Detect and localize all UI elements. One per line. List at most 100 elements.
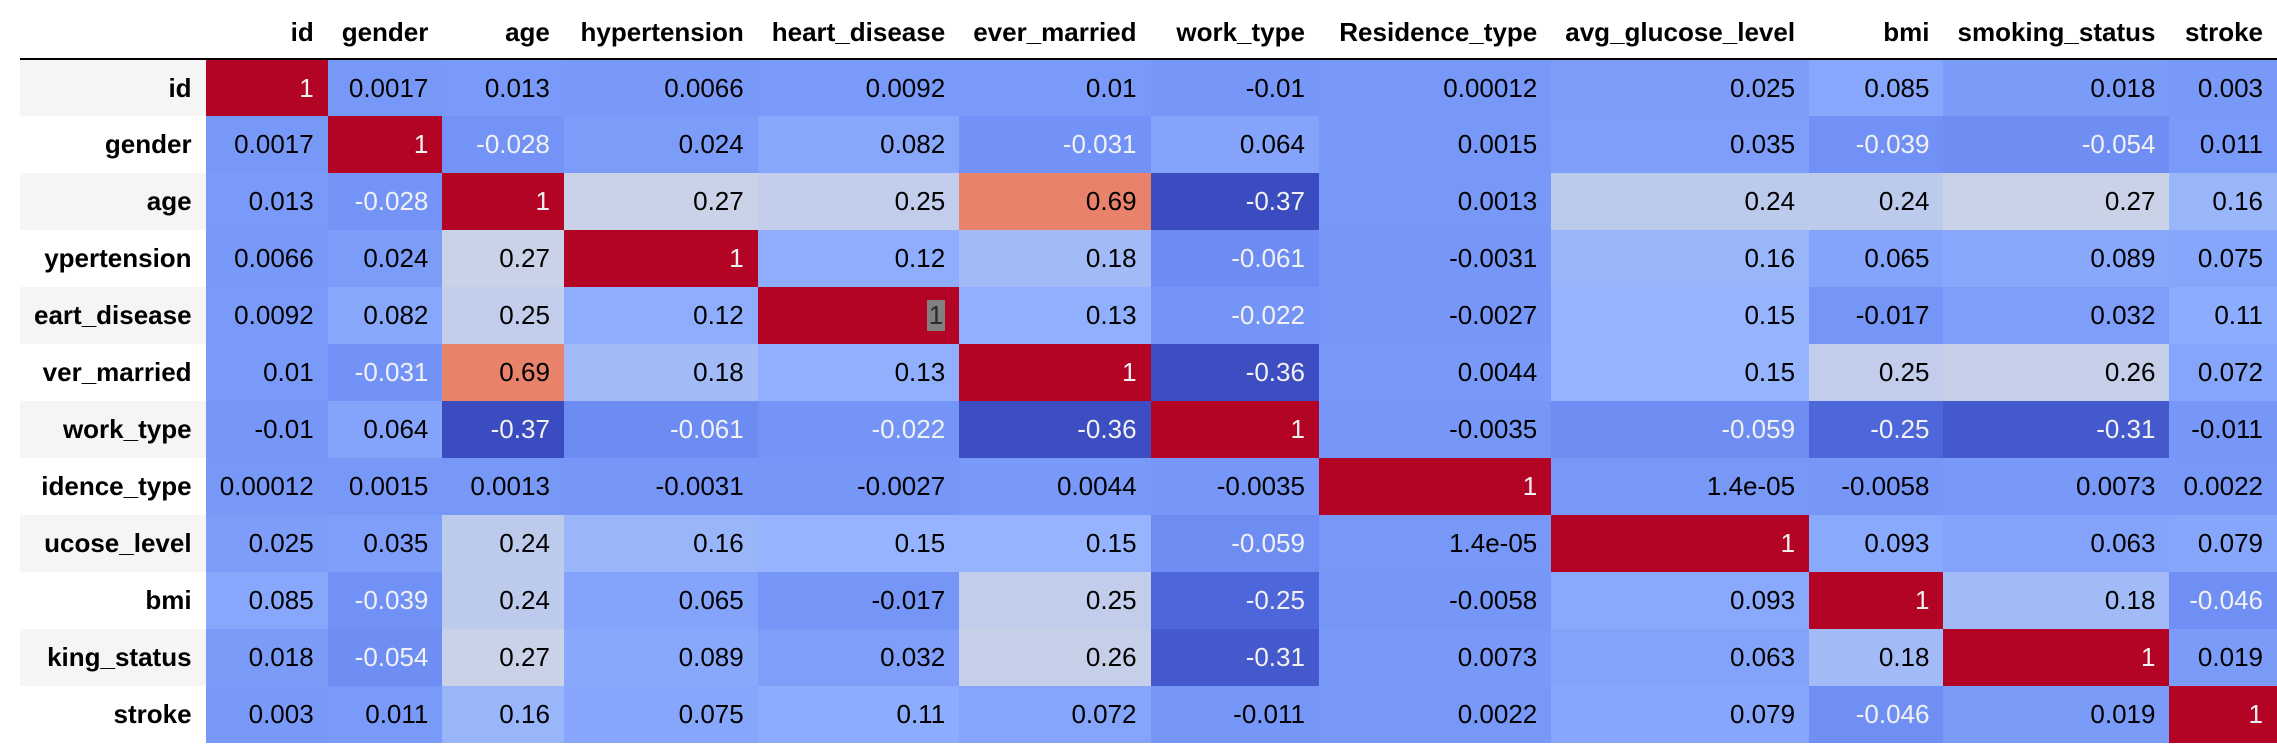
row-header: eart_disease [20,287,206,344]
heatmap-cell: 0.065 [563,572,758,629]
cell-value: 1 [535,186,550,216]
cell-value: 0.075 [2197,243,2263,273]
cell-value: -0.31 [1245,642,1305,672]
table-row: ucose_level 0.025 0.035 0.24 0.16 0.15 0.15 -0.… [20,515,2277,572]
heatmap-cell: 0.032 [757,629,960,686]
cell-value: 0.69 [1085,186,1137,216]
heatmap-cell: 0.064 [327,401,443,458]
cell-value: -0.059 [1721,414,1796,444]
heatmap-cell: 0.0066 [563,59,758,116]
cell-value: 0.27 [693,186,744,216]
heatmap-cell: 1 [442,173,564,230]
cell-value: 0.0022 [1457,699,1538,729]
heatmap-cell: 0.0013 [442,458,564,515]
heatmap-cell: -0.0031 [563,458,758,515]
table-row: work_type -0.01 0.064 -0.37 -0.061 -0.022 -0.3… [20,401,2277,458]
heatmap-cell: 0.27 [442,230,564,287]
correlation-table: id gender age hypertension heart_disease ever… [20,7,2277,743]
heatmap-cell: 0.01 [205,344,328,401]
cell-value: 0.064 [363,414,429,444]
heatmap-cell: 0.011 [327,686,443,743]
heatmap-cell: 0.15 [1551,287,1810,344]
cell-value: 1 [1915,585,1930,615]
cell-value: 0.0017 [234,129,314,159]
heatmap-cell: -0.25 [1150,572,1319,629]
heatmap-cell: 0.063 [1943,515,2170,572]
cell-value: 0.25 [499,300,550,330]
cell-value-selected: 1 [926,300,946,331]
cell-value: 0.27 [499,243,550,273]
heatmap-cell: -0.0058 [1318,572,1552,629]
cell-value: 0.0066 [234,243,314,273]
heatmap-cell: 0.0015 [1318,116,1552,173]
cell-value: 1 [2141,642,2156,672]
cell-value: 0.24 [1744,186,1796,216]
cell-value: 0.00012 [219,471,314,501]
heatmap-cell: 0.089 [1943,230,2170,287]
heatmap-cell: 0.00012 [1318,59,1552,116]
cell-value: -0.028 [354,186,429,216]
cell-value: 0.16 [2212,186,2263,216]
heatmap-cell: 0.12 [757,230,960,287]
heatmap-cell: 0.11 [2169,287,2277,344]
heatmap-cell: -0.022 [757,401,960,458]
cell-value: 0.12 [894,243,946,273]
heatmap-cell: 0.18 [1809,629,1944,686]
cell-value: -0.054 [2081,129,2156,159]
heatmap-cell: 0.25 [757,173,960,230]
cell-value: 0.0017 [348,72,429,103]
cell-value: 0.0066 [664,72,744,103]
column-header: age [442,7,564,60]
cell-value: 0.063 [2090,528,2156,558]
cell-value: 0.003 [248,699,314,729]
cell-value: 0.24 [1878,186,1930,216]
heatmap-cell: -0.0058 [1809,458,1944,515]
table-row: king_status 0.018 -0.054 0.27 0.089 0.032 0.26… [20,629,2277,686]
heatmap-cell: -0.01 [205,401,328,458]
heatmap-cell: 0.15 [959,515,1151,572]
cell-value: -0.017 [871,585,946,615]
heatmap-cell: 0.093 [1809,515,1944,572]
heatmap-cell: -0.36 [1150,344,1319,401]
heatmap-cell: 0.0073 [1318,629,1552,686]
heatmap-cell: -0.31 [1150,629,1319,686]
row-header: idence_type [20,458,206,515]
heatmap-cell: 0.065 [1809,230,1944,287]
cell-value: -0.37 [1245,186,1305,216]
cell-value: -0.046 [1855,699,1930,729]
cell-value: -0.0035 [1449,414,1538,444]
table-row: ver_married 0.01 -0.031 0.69 0.18 0.13 1 -0.36 0… [20,344,2277,401]
cell-value: 0.093 [1730,585,1796,615]
cell-value: -0.017 [1855,300,1930,330]
cell-value: -0.36 [1077,414,1137,444]
cell-value: 1.4e-05 [1706,471,1796,501]
cell-value: 0.16 [1744,243,1796,273]
heatmap-cell: -0.25 [1809,401,1944,458]
cell-value: -0.0035 [1216,471,1305,501]
cell-value: 0.12 [693,300,744,330]
cell-value: 0.0013 [470,471,550,501]
heatmap-cell: -0.046 [1809,686,1944,743]
heatmap-cell: 0.69 [442,344,564,401]
heatmap-cell: 0.16 [1551,230,1810,287]
heatmap-cell: 0.24 [1809,173,1944,230]
heatmap-cell: 0.27 [1943,173,2170,230]
heatmap-cell: 0.019 [2169,629,2277,686]
cell-value: 0.15 [894,528,946,558]
cell-value: 0.01 [263,357,314,387]
heatmap-cell: -0.054 [327,629,443,686]
row-header: id [20,59,206,116]
column-header: heart_disease [757,7,960,60]
cell-value: 0.25 [1878,357,1930,387]
cell-value: 0.093 [1864,528,1930,558]
heatmap-cell: -0.031 [959,116,1151,173]
heatmap-cell: 0.072 [2169,344,2277,401]
table-row: id 1 0.0017 0.013 0.0066 0.0092 0.01 -0.01 0.000… [20,59,2277,116]
cell-value: 0.26 [1085,642,1137,672]
row-header: gender [20,116,206,173]
cell-value: 1 [1122,357,1137,387]
heatmap-cell: 0.0017 [205,116,328,173]
heatmap-cell: 1 [1318,458,1552,515]
cell-value: 0.16 [499,699,550,729]
